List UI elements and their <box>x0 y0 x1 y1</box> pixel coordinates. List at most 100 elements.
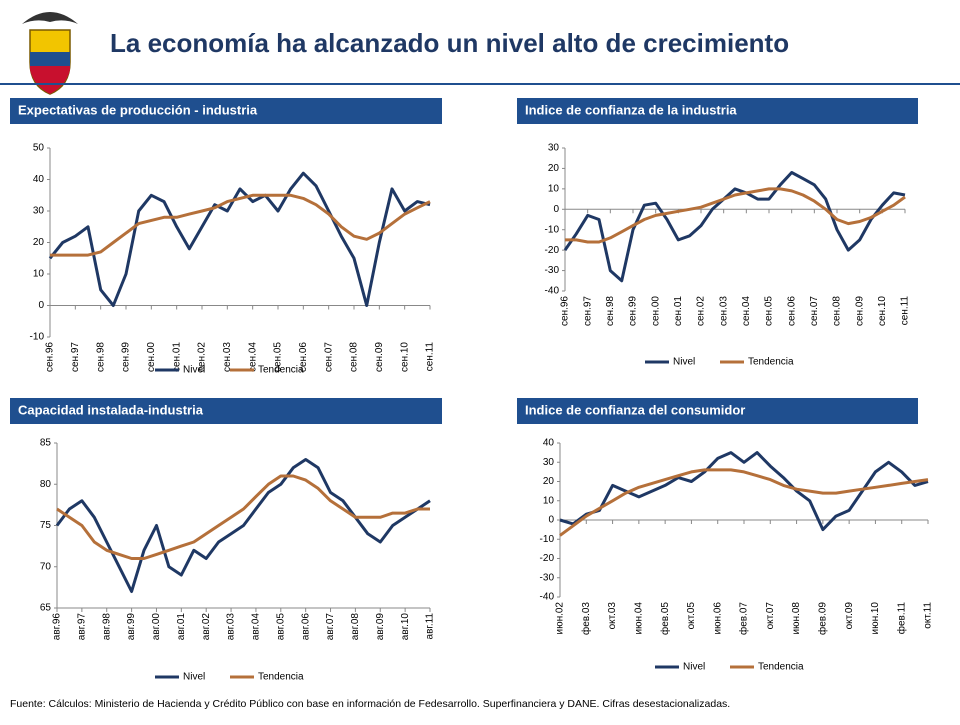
x-tick-label: авг.02 <box>201 613 212 641</box>
x-tick-label: фев.07 <box>738 602 750 635</box>
y-tick-label: 50 <box>33 143 45 154</box>
legend-label: Tendencia <box>758 662 804 673</box>
panel-title: Capacidad instalada-industria <box>18 402 204 417</box>
x-tick-label: авг.06 <box>300 613 311 641</box>
panel-header <box>10 398 442 424</box>
y-tick-label: 10 <box>548 183 560 194</box>
x-tick-label: сен.01 <box>673 296 684 326</box>
x-tick-label: окт.09 <box>844 602 855 630</box>
series-line <box>563 171 906 283</box>
x-tick-label: окт.11 <box>923 602 934 629</box>
x-tick-label: сен.07 <box>809 296 820 326</box>
x-tick-label: сен.06 <box>298 342 309 372</box>
x-tick-label: сен.98 <box>95 342 106 372</box>
x-tick-label: авг.05 <box>275 613 286 641</box>
panel-title: Indice de confianza de la industria <box>525 102 737 117</box>
x-tick-label: сен.10 <box>877 296 888 326</box>
x-tick-label: фев.03 <box>580 602 592 635</box>
x-tick-label: авг.97 <box>77 613 88 641</box>
x-tick-label: сен.02 <box>197 342 208 372</box>
panel-header <box>517 98 918 124</box>
x-tick-label: авг.04 <box>251 613 262 641</box>
x-tick-label: сен.04 <box>247 342 258 372</box>
y-tick-label: -10 <box>540 534 555 545</box>
x-tick-label: сен.04 <box>741 296 752 326</box>
x-tick-label: сен.00 <box>146 342 157 372</box>
y-tick-label: 20 <box>543 476 555 487</box>
series-line <box>56 474 430 560</box>
y-tick-label: 65 <box>40 603 52 614</box>
panel-title: Indice de confianza del consumidor <box>525 402 745 417</box>
y-tick-label: -40 <box>540 592 555 603</box>
x-tick-label: авг.00 <box>151 613 162 641</box>
x-tick-label: июн.06 <box>712 602 723 635</box>
y-tick-label: 40 <box>33 174 45 185</box>
series-line <box>48 171 431 307</box>
legend-label: Tendencia <box>258 365 304 376</box>
y-tick-label: 80 <box>40 479 52 490</box>
x-tick-label: июн.08 <box>791 602 802 635</box>
legend-label: Nivel <box>183 365 205 376</box>
x-tick-label: сен.99 <box>121 342 132 372</box>
y-tick-label: 30 <box>548 143 560 154</box>
series-line <box>559 468 929 537</box>
x-tick-label: окт.03 <box>607 602 618 630</box>
x-tick-label: июн.10 <box>870 602 881 635</box>
legend-label: Tendencia <box>258 672 304 683</box>
x-tick-label: авг.08 <box>350 613 361 641</box>
x-tick-label: авг.99 <box>126 613 137 641</box>
panel-title: Expectativas de producción - industria <box>18 102 258 117</box>
slide-title: La economía ha alcanzado un nivel alto d… <box>110 28 789 58</box>
x-tick-label: сен.96 <box>560 296 571 326</box>
panel-header <box>517 398 918 424</box>
y-tick-label: 10 <box>543 495 555 506</box>
y-tick-label: -30 <box>540 572 555 583</box>
y-tick-label: 70 <box>40 561 52 572</box>
y-tick-label: 40 <box>543 438 555 449</box>
x-tick-label: авг.07 <box>325 613 336 641</box>
x-tick-label: сен.00 <box>650 296 661 326</box>
y-tick-label: -10 <box>545 224 560 235</box>
x-tick-label: авг.01 <box>176 613 187 641</box>
x-tick-label: июн.02 <box>555 602 566 635</box>
y-tick-label: 20 <box>548 163 560 174</box>
y-tick-label: 0 <box>548 515 554 526</box>
y-tick-label: 20 <box>33 237 45 248</box>
series-line <box>559 451 929 532</box>
x-tick-label: авг.11 <box>425 613 436 640</box>
x-tick-label: авг.98 <box>101 613 112 641</box>
y-tick-label: -30 <box>545 265 560 276</box>
series-line <box>50 193 431 257</box>
y-tick-label: -20 <box>545 245 560 256</box>
x-tick-label: сен.05 <box>764 296 775 326</box>
x-tick-label: окт.07 <box>765 602 776 630</box>
x-tick-label: сен.05 <box>273 342 284 372</box>
y-tick-label: 0 <box>553 204 559 215</box>
x-tick-label: сен.96 <box>45 342 56 372</box>
x-tick-label: сен.08 <box>349 342 360 372</box>
x-tick-label: сен.07 <box>323 342 334 372</box>
series-line <box>55 458 431 593</box>
y-tick-label: 75 <box>40 520 52 531</box>
x-tick-label: авг.09 <box>375 613 386 641</box>
y-tick-label: 30 <box>543 457 555 468</box>
x-tick-label: окт.05 <box>686 602 697 630</box>
x-tick-label: авг.96 <box>52 613 63 641</box>
y-tick-label: 30 <box>33 206 45 217</box>
y-tick-label: -20 <box>540 553 555 564</box>
legend-label: Nivel <box>683 662 705 673</box>
x-tick-label: сен.97 <box>70 342 81 372</box>
source-note: Fuente: Cálculos: Ministerio de Hacienda… <box>10 698 730 710</box>
logo <box>22 12 78 95</box>
x-tick-label: сен.97 <box>582 296 593 326</box>
x-tick-label: сен.09 <box>854 296 865 326</box>
x-tick-label: сен.02 <box>696 296 707 326</box>
x-tick-label: фев.05 <box>659 602 671 635</box>
x-tick-label: сен.99 <box>628 296 639 326</box>
y-tick-label: -40 <box>545 286 560 297</box>
x-tick-label: сен.08 <box>832 296 843 326</box>
x-tick-label: сен.03 <box>222 342 233 372</box>
x-tick-label: сен.11 <box>425 342 436 372</box>
